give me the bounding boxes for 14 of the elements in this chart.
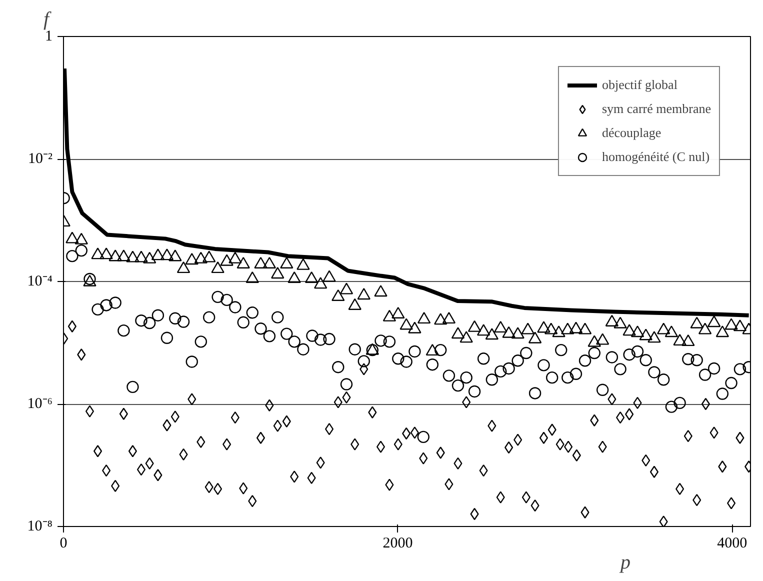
legend-label: homogénéité (C nul)	[602, 149, 710, 165]
x-tick-label: 2000	[382, 536, 413, 552]
y-tick-label: 10⁻⁶	[27, 396, 53, 412]
y-axis-title: f	[44, 8, 52, 30]
legend-label: sym carré membrane	[602, 101, 711, 117]
y-tick-label: 10⁻²	[28, 151, 54, 167]
legend-label: objectif global	[602, 77, 678, 93]
x-tick-label: 4000	[717, 536, 748, 552]
y-tick-label: 10⁻⁸	[27, 518, 53, 534]
y-tick-label: 10⁻⁴	[27, 274, 53, 290]
y-tick-label: 1	[45, 28, 52, 44]
x-tick-label: 0	[60, 536, 68, 552]
x-axis-title: p	[618, 552, 630, 574]
legend-label: découplage	[602, 125, 662, 141]
